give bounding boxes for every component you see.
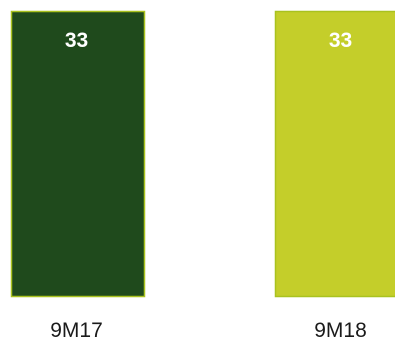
bar-9M17: [10, 10, 146, 298]
data-label-9M18: 33: [329, 29, 352, 52]
bars-layer: [10, 10, 395, 298]
data-label-9M17: 33: [65, 29, 88, 52]
bar-9M18: [274, 10, 395, 298]
category-label-9M18: 9M18: [314, 319, 367, 341]
labels-layer: 33 9M17 33 9M18: [50, 29, 367, 341]
category-label-9M17: 9M17: [50, 319, 103, 341]
